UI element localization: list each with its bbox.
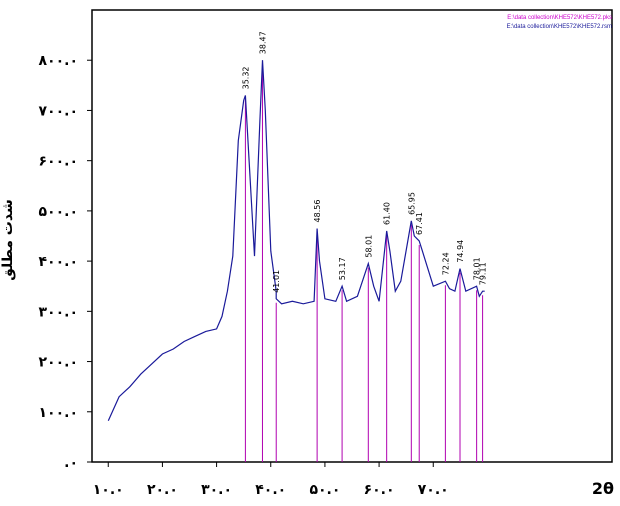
plot-frame — [91, 9, 613, 463]
x-axis-label: 2θ — [592, 479, 614, 498]
peak-label: 58.01 — [364, 235, 373, 258]
peak-label: 65.95 — [407, 192, 416, 215]
y-tick-label: .۰ — [64, 455, 78, 471]
y-tick-label: ۸۰۰.۰ — [39, 53, 79, 69]
x-tick-label: ۶۰.۰ — [364, 482, 395, 498]
x-tick-label: ۴۰.۰ — [255, 482, 286, 498]
y-tick-label: ۱۰۰.۰ — [39, 405, 79, 421]
peak-label: 41.01 — [272, 270, 281, 293]
peak-label: 48.56 — [313, 200, 322, 223]
peak-label: 53.17 — [338, 257, 347, 280]
legend: E:\data collection\KHE572\KHE572.pks E:\… — [507, 14, 612, 32]
y-tick-label: ۳۰۰.۰ — [39, 304, 79, 320]
peak-label: 35.32 — [241, 66, 250, 89]
peak-label: 72.24 — [441, 252, 450, 275]
x-tick-label: ۳۰.۰ — [201, 482, 232, 498]
y-tick-label: ۶۰۰.۰ — [39, 154, 79, 170]
peak-label: 67.41 — [415, 212, 424, 235]
y-tick-label: ۴۰۰.۰ — [39, 254, 79, 270]
legend-item-rsm: E:\data collection\KHE572\KHE572.rsm — [506, 24, 612, 30]
y-tick-label: ۵۰۰.۰ — [39, 204, 79, 220]
y-axis-label: شدت مطلق — [0, 199, 16, 281]
peak-label: 78.01 — [473, 257, 482, 280]
peak-label: 79.11 — [479, 262, 488, 285]
x-tick-label: ۲۰.۰ — [147, 482, 178, 498]
peak-label: 74.94 — [456, 240, 465, 263]
x-tick-label: ۱۰.۰ — [93, 482, 124, 498]
peak-label: 38.47 — [258, 31, 267, 54]
y-tick-label: ۷۰۰.۰ — [39, 103, 79, 119]
legend-item-pks: E:\data collection\KHE572\KHE572.pks — [507, 15, 612, 21]
x-tick-label: ۷۰.۰ — [418, 482, 449, 498]
peak-label: 61.40 — [383, 202, 392, 225]
series-line — [107, 60, 485, 422]
x-tick-label: ۵۰.۰ — [309, 482, 340, 498]
y-tick-label: ۲۰۰.۰ — [39, 355, 79, 371]
